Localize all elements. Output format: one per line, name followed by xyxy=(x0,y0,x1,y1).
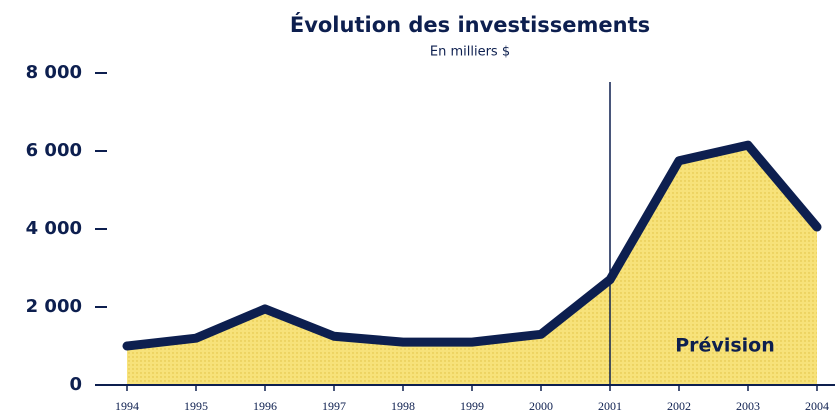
x-tick-label: 1995 xyxy=(184,399,208,413)
x-tick-label: 2001 xyxy=(598,399,622,413)
x-tick-label: 2004 xyxy=(805,399,829,413)
y-tick-label: 2 000 xyxy=(26,296,82,317)
x-tick-label: 1998 xyxy=(391,399,415,413)
y-tick-label: 0 xyxy=(69,374,82,395)
y-tick-label: 6 000 xyxy=(26,140,82,161)
x-tick-label: 2003 xyxy=(736,399,760,413)
x-tick-label: 2000 xyxy=(529,399,553,413)
chart-subtitle: En milliers $ xyxy=(430,45,510,60)
x-tick-label: 1994 xyxy=(115,399,139,413)
x-tick-label: 2002 xyxy=(667,399,691,413)
y-tick-label: 4 000 xyxy=(26,218,82,239)
x-tick-label: 1996 xyxy=(253,399,277,413)
annotation: Prévision xyxy=(675,335,774,357)
y-tick-label: 8 000 xyxy=(26,62,82,83)
area-line xyxy=(122,140,822,351)
chart-title: Évolution des investissements xyxy=(290,12,650,37)
x-tick-label: 1997 xyxy=(322,399,346,413)
x-tick-label: 1999 xyxy=(460,399,484,413)
